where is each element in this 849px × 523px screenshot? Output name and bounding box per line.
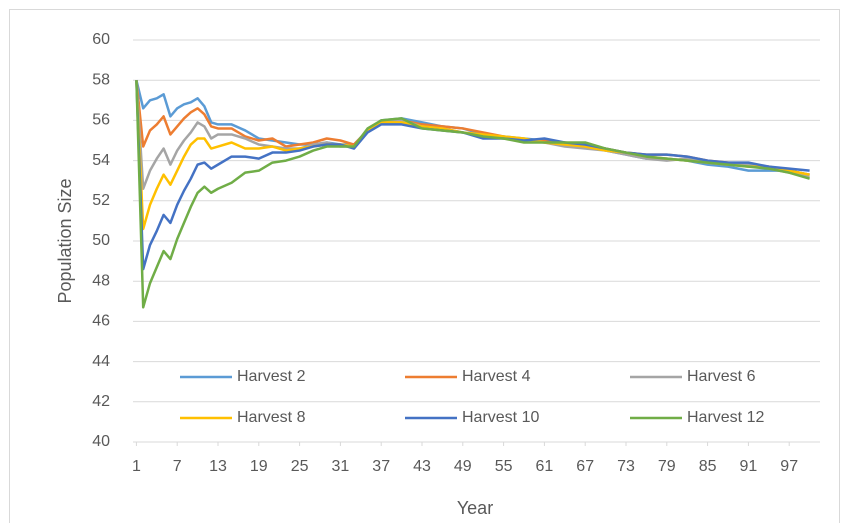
x-tick-label: 97 — [780, 458, 798, 475]
y-tick-label: 58 — [92, 71, 110, 88]
legend-label: Harvest 2 — [237, 368, 306, 385]
y-tick-label: 48 — [92, 272, 110, 289]
x-tick-label: 1 — [132, 458, 141, 475]
x-tick-label: 31 — [332, 458, 350, 475]
x-tick-label: 13 — [209, 458, 227, 475]
series-line — [135, 80, 810, 271]
y-tick-label: 42 — [92, 393, 110, 410]
y-tick-label: 46 — [92, 313, 110, 330]
y-tick-label: 60 — [92, 31, 110, 48]
y-axis-title: Population Size — [55, 178, 75, 303]
y-tick-label: 54 — [92, 152, 110, 169]
x-tick-label: 85 — [699, 458, 717, 475]
legend-label: Harvest 10 — [462, 409, 539, 426]
x-tick-label: 37 — [372, 458, 390, 475]
x-tick-label: 91 — [740, 458, 758, 475]
x-tick-label: 61 — [536, 458, 554, 475]
y-tick-label: 52 — [92, 192, 110, 209]
x-tick-label: 43 — [413, 458, 431, 475]
x-tick-label: 73 — [617, 458, 635, 475]
x-tick-label: 67 — [576, 458, 594, 475]
x-tick-label: 79 — [658, 458, 676, 475]
y-tick-label: 50 — [92, 232, 110, 249]
y-tick-label: 56 — [92, 112, 110, 129]
legend-label: Harvest 8 — [237, 409, 306, 426]
x-tick-label: 55 — [495, 458, 513, 475]
x-tick-label: 25 — [291, 458, 309, 475]
series-line — [135, 80, 810, 309]
y-tick-label: 44 — [92, 353, 110, 370]
legend-label: Harvest 12 — [687, 409, 764, 426]
x-tick-label: 7 — [173, 458, 182, 475]
chart-border — [9, 9, 840, 523]
x-tick-label: 19 — [250, 458, 268, 475]
legend-label: Harvest 4 — [462, 368, 531, 385]
legend-label: Harvest 6 — [687, 368, 756, 385]
x-axis-title: Year — [457, 498, 493, 518]
y-tick-label: 40 — [92, 433, 110, 450]
x-tick-label: 49 — [454, 458, 472, 475]
